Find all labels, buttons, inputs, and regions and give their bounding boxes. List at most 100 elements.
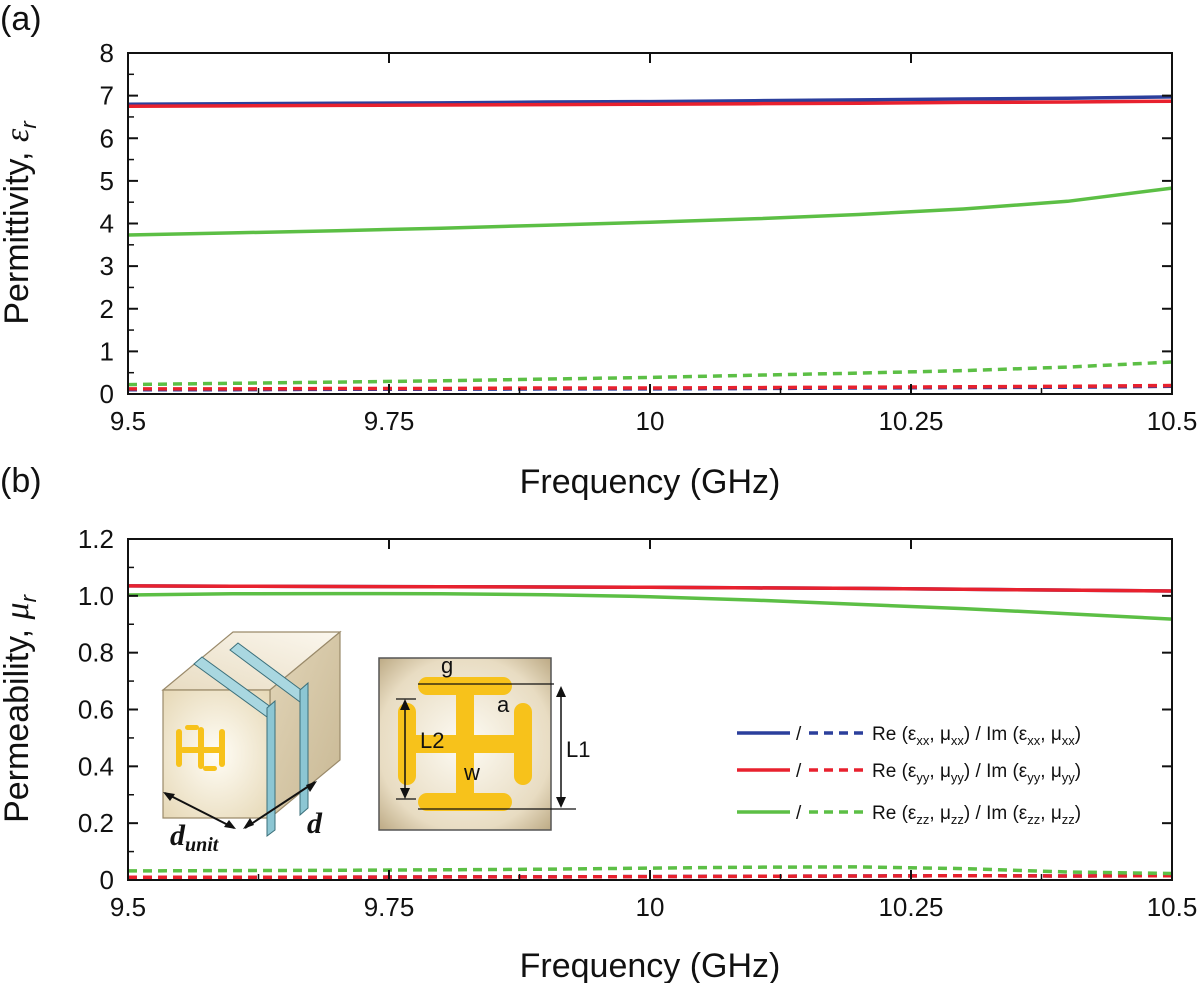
permeability-y-tick-label: 0 [100,865,114,895]
permittivity-series-im-zz [127,360,1173,387]
legend-text-yy-sym4: μ [1051,761,1062,782]
cross-pattern-icon [398,677,532,811]
legend-text-yy-sub1: yy [916,770,930,785]
dimension-label-l1: L1 [566,737,590,762]
legend-text-xx-sym1: ε [908,724,917,745]
permittivity-y-tick-label: 4 [100,209,114,239]
legend-text-zz-sub2: zz [951,812,964,827]
permeability-y-tick-label: 0.2 [78,808,114,838]
epsilon-symbol: ε [0,128,36,142]
unit-cell-pattern-illustration: g a L2 w L1 [378,653,590,831]
permittivity-y-axis-subscript: r [16,120,41,129]
d-arrow-end-icon [306,781,317,792]
dimension-label-w: w [463,760,480,785]
permittivity-series-re-xx [127,95,1173,106]
legend-text-xx-sub2: xx [951,733,965,748]
cube-substrate-layer-2-side [299,681,309,817]
permittivity-chart: 9.5 9.75 10 10.25 10.5 0 1 2 3 4 5 6 7 8 Frequency (G… [0,38,1197,501]
permeability-series-re-yy [127,584,1173,593]
permeability-y-axis-title: Permeability, μr [0,593,41,823]
legend-separator-xx: / [796,724,802,745]
legend-text-yy-sub2: yy [951,770,965,785]
legend-text-zz: Re (εzz, μzz) / Im (εzz, μzz) [872,803,1081,827]
permeability-x-tick-label: 10 [636,892,665,922]
d-unit-label-subscript: unit [185,834,220,856]
permittivity-y-tick-label: 0 [100,379,114,409]
dimension-label-g: g [441,653,453,678]
permittivity-x-tick-label: 10.5 [1147,406,1198,436]
legend: / Re (εxx, μxx) / Im (εxx, μxx) / Re (εy… [737,724,1081,827]
legend-text-zz-sub3: zz [1027,812,1040,827]
permittivity-ticks: 9.5 9.75 10 10.25 10.5 0 1 2 3 4 5 6 7 8 [100,38,1198,436]
legend-text-xx: Re (εxx, μxx) / Im (εxx, μxx) [872,724,1081,748]
permeability-ticks: 9.5 9.75 10 10.25 10.5 0 0.2 0.4 0.6 0.8 1.0 1.2 [78,524,1197,922]
permittivity-y-tick-label: 3 [100,251,114,281]
legend-text-yy-sub3: yy [1027,770,1041,785]
legend-entry-zz: / Re (εzz, μzz) / Im (εzz, μzz) [737,803,1081,827]
permittivity-series-re-zz [127,186,1173,237]
legend-text-xx-post: ) [1075,724,1081,745]
legend-text-zz-sub4: zz [1062,812,1075,827]
permittivity-y-tick-label: 8 [100,38,114,68]
legend-text-xx-mid: ) / Im ( [964,724,1020,745]
d-unit-dimension-line [164,792,235,829]
permittivity-x-tick-label: 9.5 [110,406,146,436]
legend-text-yy-sym2: μ [940,761,951,782]
permeability-data-layer [127,584,1173,879]
permeability-series-im-zz [127,865,1173,876]
legend-text-yy-sym1: ε [908,761,917,782]
legend-text-zz-sub1: zz [916,812,929,827]
legend-text-zz-sym3: ε [1019,803,1028,824]
l1-arrow-top-icon [556,686,566,697]
permeability-x-tick-label: 9.75 [364,892,415,922]
legend-text-xx-sub3: xx [1027,733,1041,748]
permittivity-y-tick-label: 2 [100,294,114,324]
permittivity-x-tick-label: 9.75 [364,406,415,436]
d-label: d [307,807,323,840]
d-unit-arrow-start-icon [163,792,175,801]
d-dimension-line [244,781,316,829]
permittivity-data-layer [127,95,1173,392]
permittivity-y-tick-label: 1 [100,336,114,366]
permittivity-y-tick-label: 5 [100,166,114,196]
permeability-y-tick-label: 0.4 [78,751,114,781]
permittivity-x-tick-label: 10 [636,406,665,436]
permittivity-x-axis-title: Frequency (GHz) [520,463,781,501]
l2-arrow-bottom-icon [400,788,410,799]
permittivity-y-axis-title: Permittivity, εr [0,120,41,325]
panel-a-label: (a) [0,0,42,38]
permeability-x-tick-label: 10.25 [878,892,943,922]
permeability-y-tick-label: 0.6 [78,695,114,725]
legend-text-zz-pre: Re ( [872,803,909,824]
permittivity-y-axis-text: Permittivity, [0,142,36,325]
unit-cell-cube-illustration: dunit d [161,630,342,856]
permeability-y-tick-label: 1.0 [78,581,114,611]
permeability-x-axis-title: Frequency (GHz) [520,947,781,983]
permeability-y-tick-label: 0.8 [78,638,114,668]
permeability-x-tick-label: 9.5 [110,892,146,922]
dimension-label-l2: L2 [420,728,444,753]
legend-text-xx-comma2: , [1040,724,1051,745]
permittivity-y-tick-label: 6 [100,123,114,153]
d-unit-arrow-end-icon [224,820,236,829]
legend-text-zz-comma1: , [929,803,940,824]
legend-text-yy-post: ) [1075,761,1081,782]
legend-entry-yy: / Re (εyy, μyy) / Im (εyy, μyy) [737,761,1081,785]
legend-text-xx-comma1: , [929,724,940,745]
legend-text-yy-sub4: yy [1062,770,1076,785]
legend-text-xx-sym2: μ [940,724,951,745]
legend-text-zz-sym4: μ [1051,803,1062,824]
permeability-x-tick-label: 10.5 [1147,892,1198,922]
legend-text-yy-pre: Re ( [872,761,909,782]
permeability-y-axis-subscript: r [16,593,41,602]
legend-text-zz-sym2: μ [940,803,951,824]
legend-separator-zz: / [796,803,802,824]
permeability-series-re-zz [127,591,1173,621]
legend-text-yy: Re (εyy, μyy) / Im (εyy, μyy) [872,761,1081,785]
legend-separator-yy: / [796,761,802,782]
panel-b-label: (b) [0,462,42,500]
l1-arrow-bottom-icon [556,797,566,808]
mu-symbol: μ [0,602,36,620]
